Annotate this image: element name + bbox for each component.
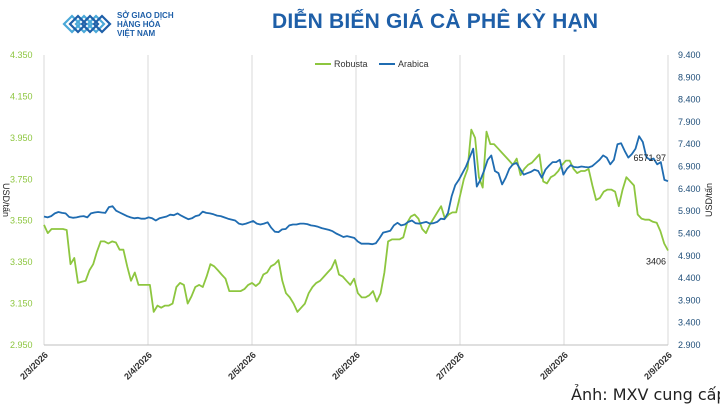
y-right-tick-label: 5.900 — [678, 206, 701, 216]
photo-credit: Ảnh: MXV cung cấp — [571, 385, 720, 404]
logo-line-1: SỞ GIAO DỊCH — [117, 11, 174, 20]
y-right-tick-label: 7.400 — [678, 139, 701, 149]
x-tick-label: 2/8/2026 — [538, 350, 570, 382]
y-right-tick-label: 5.400 — [678, 228, 701, 238]
x-tick-label: 2/9/2026 — [642, 350, 674, 382]
y-right-tick-label: 9.400 — [678, 50, 701, 60]
x-tick-label: 2/5/2026 — [226, 350, 258, 382]
y-right-tick-label: 2.900 — [678, 340, 701, 350]
y-right-tick-label: 3.900 — [678, 295, 701, 305]
legend-label-arabica: Arabica — [398, 59, 429, 69]
y-right-tick-label: 8.900 — [678, 72, 701, 82]
annotation-robusta: 3406 — [646, 257, 666, 267]
y-left-tick-label: 4.150 — [10, 91, 33, 101]
y-left-tick-label: 3.350 — [10, 257, 33, 267]
legend-label-robusta: Robusta — [334, 59, 368, 69]
chart-title: DIỄN BIẾN GIÁ CÀ PHÊ KỲ HẠN — [272, 10, 599, 33]
x-tick-label: 2/3/2026 — [18, 350, 50, 382]
y-left-tick-label: 2.950 — [10, 340, 33, 350]
x-tick-label: 2/4/2026 — [122, 350, 154, 382]
y-right-tick-label: 8.400 — [678, 95, 701, 105]
logo-line-2: HÀNG HÓA — [117, 20, 161, 29]
y-left-tick-label: 3.750 — [10, 174, 33, 184]
annotation-arabica: 6571.97 — [633, 153, 666, 163]
y-right-tick-label: 4.400 — [678, 273, 701, 283]
y-right-axis-title: USD/tấn — [704, 183, 714, 217]
logo-line-3: VIỆT NAM — [117, 29, 156, 38]
x-tick-label: 2/6/2026 — [330, 350, 362, 382]
y-left-axis-title: USD/tấn — [1, 183, 11, 217]
y-right-tick-label: 4.900 — [678, 251, 701, 261]
y-left-tick-label: 3.550 — [10, 216, 33, 226]
header: SỞ GIAO DỊCH HÀNG HÓA VIỆT NAM DIỄN BIẾN… — [0, 0, 720, 48]
logo-text: SỞ GIAO DỊCH HÀNG HÓA VIỆT NAM — [117, 11, 174, 38]
logo-icon — [62, 14, 112, 34]
y-left-tick-label: 3.950 — [10, 133, 33, 143]
series-line-robusta — [43, 128, 669, 313]
y-right-tick-label: 6.900 — [678, 162, 701, 172]
y-right-tick-label: 3.400 — [678, 318, 701, 328]
y-left-tick-label: 4.350 — [10, 50, 33, 60]
y-right-tick-label: 6.400 — [678, 184, 701, 194]
x-tick-label: 2/7/2026 — [434, 350, 466, 382]
series-line-arabica — [43, 135, 669, 246]
y-right-tick-label: 7.900 — [678, 117, 701, 127]
y-left-tick-label: 3.150 — [10, 299, 33, 309]
